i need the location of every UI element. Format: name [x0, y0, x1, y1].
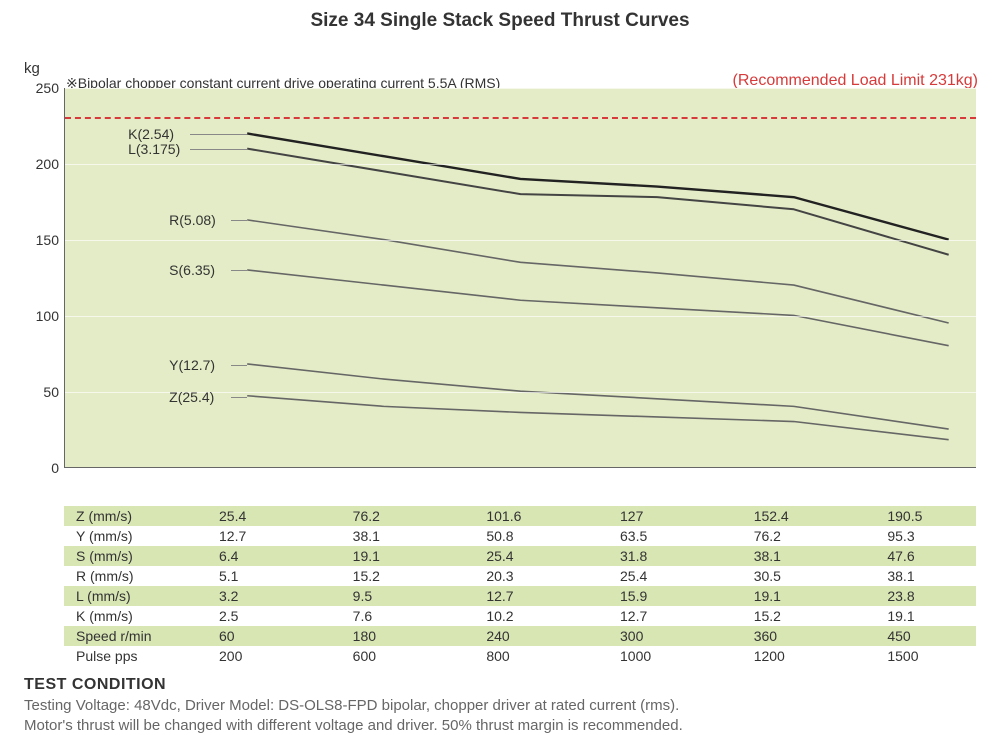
table-cell: 7.6: [308, 606, 442, 626]
table-cell: 25.4: [174, 506, 308, 526]
table-cell: 19.1: [709, 586, 843, 606]
y-tick-label: 200: [25, 156, 59, 172]
table-cell: 3.2: [174, 586, 308, 606]
test-condition-heading: TEST CONDITION: [24, 676, 976, 694]
table-cell: 23.8: [842, 586, 976, 606]
table-cell: 1200: [709, 646, 843, 666]
series-leader-line: [231, 365, 247, 366]
table-row: Speed r/min60180240300360450: [64, 626, 976, 646]
series-leader-line: [231, 270, 247, 271]
table-row-header: K (mm/s): [64, 606, 174, 626]
table-row: Z (mm/s)25.476.2101.6127152.4190.5: [64, 506, 976, 526]
chart-title: Size 34 Single Stack Speed Thrust Curves: [0, 0, 1000, 32]
table-cell: 600: [308, 646, 442, 666]
table-cell: 47.6: [842, 546, 976, 566]
table-cell: 6.4: [174, 546, 308, 566]
table-row-header: S (mm/s): [64, 546, 174, 566]
y-tick-label: 150: [25, 232, 59, 248]
series-label: Z(25.4): [169, 389, 214, 405]
series-label: L(3.175): [128, 141, 180, 157]
table-cell: 38.1: [308, 526, 442, 546]
y-tick-label: 50: [25, 384, 59, 400]
table-cell: 15.2: [709, 606, 843, 626]
table-cell: 1500: [842, 646, 976, 666]
table-row: Pulse pps200600800100012001500: [64, 646, 976, 666]
load-limit-line: [65, 117, 976, 119]
table-cell: 190.5: [842, 506, 976, 526]
table-cell: 2.5: [174, 606, 308, 626]
table-cell: 360: [709, 626, 843, 646]
table-cell: 127: [575, 506, 709, 526]
table-row: L (mm/s)3.29.512.715.919.123.8: [64, 586, 976, 606]
table-row-header: Speed r/min: [64, 626, 174, 646]
table-row: S (mm/s)6.419.125.431.838.147.6: [64, 546, 976, 566]
table-cell: 450: [842, 626, 976, 646]
table-cell: 76.2: [709, 526, 843, 546]
test-condition-line2: Motor's thrust will be changed with diff…: [24, 717, 683, 734]
table-cell: 15.2: [308, 566, 442, 586]
table-row-header: Y (mm/s): [64, 526, 174, 546]
table-cell: 300: [575, 626, 709, 646]
table-cell: 25.4: [441, 546, 575, 566]
table-cell: 15.9: [575, 586, 709, 606]
table-cell: 12.7: [174, 526, 308, 546]
table-cell: 19.1: [308, 546, 442, 566]
data-table: Z (mm/s)25.476.2101.6127152.4190.5Y (mm/…: [64, 506, 976, 666]
table-cell: 1000: [575, 646, 709, 666]
table-cell: 12.7: [441, 586, 575, 606]
table-cell: 31.8: [575, 546, 709, 566]
table-row: Y (mm/s)12.738.150.863.576.295.3: [64, 526, 976, 546]
y-axis-unit: kg: [24, 60, 40, 77]
table-cell: 180: [308, 626, 442, 646]
table-cell: 9.5: [308, 586, 442, 606]
table-cell: 38.1: [842, 566, 976, 586]
series-line: [247, 396, 948, 440]
test-condition-block: TEST CONDITION Testing Voltage: 48Vdc, D…: [24, 676, 976, 735]
y-tick-label: 100: [25, 308, 59, 324]
series-line: [247, 364, 948, 429]
table-row-header: R (mm/s): [64, 566, 174, 586]
table-cell: 12.7: [575, 606, 709, 626]
table-cell: 152.4: [709, 506, 843, 526]
table-cell: 240: [441, 626, 575, 646]
table-cell: 30.5: [709, 566, 843, 586]
series-label: Y(12.7): [169, 357, 215, 373]
table-cell: 20.3: [441, 566, 575, 586]
y-tick-label: 0: [25, 460, 59, 476]
table-cell: 800: [441, 646, 575, 666]
table-row: K (mm/s)2.57.610.212.715.219.1: [64, 606, 976, 626]
series-leader-line: [231, 220, 247, 221]
table-cell: 25.4: [575, 566, 709, 586]
series-line: [247, 220, 948, 323]
table-cell: 60: [174, 626, 308, 646]
table-row-header: L (mm/s): [64, 586, 174, 606]
series-leader-line: [231, 397, 247, 398]
table-cell: 200: [174, 646, 308, 666]
table-cell: 10.2: [441, 606, 575, 626]
chart-container: kg ※Bipolar chopper constant current dri…: [20, 38, 980, 418]
table-cell: 5.1: [174, 566, 308, 586]
series-line: [247, 270, 948, 346]
series-label: R(5.08): [169, 212, 216, 228]
test-condition-body: Testing Voltage: 48Vdc, Driver Model: DS…: [24, 696, 976, 735]
series-leader-line: [190, 149, 247, 150]
table-cell: 38.1: [709, 546, 843, 566]
table-cell: 76.2: [308, 506, 442, 526]
series-label: K(2.54): [128, 126, 174, 142]
series-label: S(6.35): [169, 262, 215, 278]
plot-area: 050100150200250K(2.54)L(3.175)R(5.08)S(6…: [64, 88, 976, 468]
y-tick-label: 250: [25, 80, 59, 96]
test-condition-line1: Testing Voltage: 48Vdc, Driver Model: DS…: [24, 697, 679, 714]
table-row-header: Z (mm/s): [64, 506, 174, 526]
table-row-header: Pulse pps: [64, 646, 174, 666]
table-cell: 63.5: [575, 526, 709, 546]
table-cell: 95.3: [842, 526, 976, 546]
table-row: R (mm/s)5.115.220.325.430.538.1: [64, 566, 976, 586]
table-cell: 50.8: [441, 526, 575, 546]
table-cell: 19.1: [842, 606, 976, 626]
series-leader-line: [190, 134, 247, 135]
table-cell: 101.6: [441, 506, 575, 526]
